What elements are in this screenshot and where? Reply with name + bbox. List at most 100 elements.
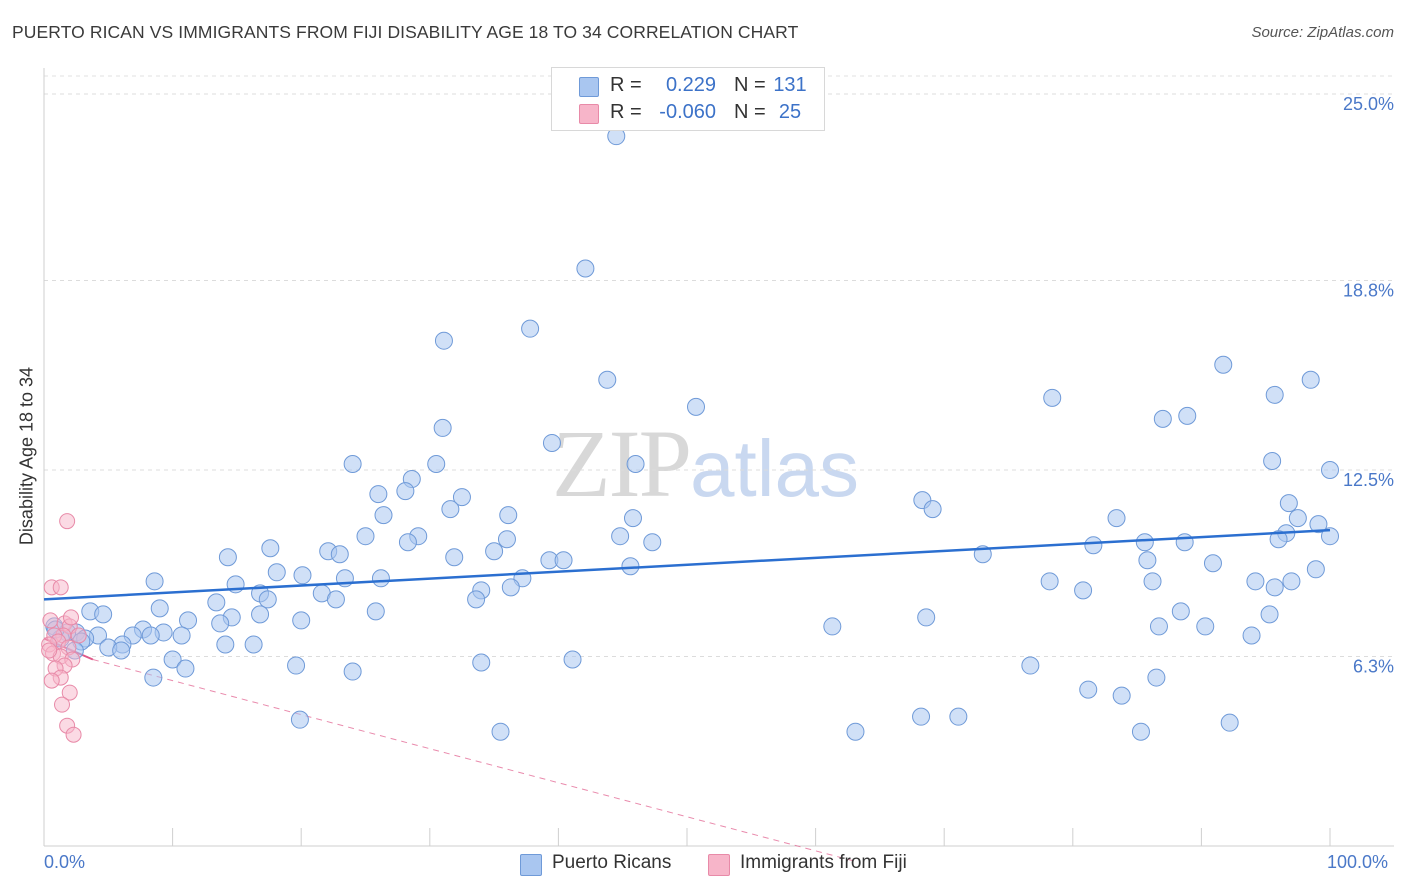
puerto-rican-point [1321,461,1339,480]
puerto-rican-point [467,590,486,609]
puerto-rican-point [485,542,504,561]
stats-n-label: N = [734,74,766,96]
correlation-stats-box: R = 0.229 N = 131 R = -0.060 N = 25 [551,67,825,131]
y-tick-label: 25.0% [1343,94,1394,114]
legend: Puerto Ricans Immigrants from Fiji [0,852,1406,878]
puerto-rican-point [343,455,362,474]
puerto-rican-point [1282,572,1301,591]
x-tick-label-max: 100.0% [1327,852,1389,872]
puerto-rican-point [623,509,642,528]
puerto-rican-point [643,533,662,552]
puerto-rican-point [179,611,198,630]
puerto-rican-point [176,659,195,678]
stats-r-label: R = [610,74,642,96]
fiji-trend-extension [92,659,855,862]
puerto-rican-point [330,545,349,564]
puerto-rican-point [501,578,520,597]
puerto-rican-trend [43,528,1331,601]
puerto-rican-point [611,527,630,546]
puerto-rican-point [1246,572,1265,591]
puerto-rican-point [542,433,561,452]
puerto-rican-point [293,566,312,585]
legend-swatch-blue [520,854,542,876]
stats-r-label: R = [610,101,642,123]
stats-swatch-pink [579,104,599,124]
y-tick-label: 6.3% [1353,657,1394,677]
watermark-atlas: atlas [690,424,859,513]
fiji-point [61,684,78,701]
puerto-rican-point [1214,355,1233,374]
puerto-rican-point [1079,680,1098,699]
puerto-rican-point [1112,686,1131,705]
puerto-rican-point [846,722,865,741]
stats-r-value: 0.229 [665,74,716,96]
puerto-rican-point [1178,406,1197,425]
puerto-rican-point [343,662,362,681]
puerto-rican-point [554,551,573,570]
puerto-rican-point [823,617,842,636]
fiji-point [63,609,80,626]
x-tick-label-min: 0.0% [44,852,86,872]
puerto-rican-point [150,599,169,618]
chart-title: PUERTO RICAN VS IMMIGRANTS FROM FIJI DIS… [12,22,799,42]
legend-swatch-pink [708,854,730,876]
y-tick-labels: 6.3% 12.5% 18.8% 25.0% [1343,94,1394,676]
puerto-rican-point [1196,617,1215,636]
puerto-rican-point [521,319,540,338]
puerto-rican-point [374,506,393,525]
puerto-rican-point [452,488,471,507]
puerto-rican-point [626,455,645,474]
puerto-rican-point [141,626,160,645]
puerto-rican-point [112,641,131,660]
legend-label: Immigrants from Fiji [740,852,907,873]
puerto-rican-point [396,482,415,501]
puerto-rican-point [1153,409,1172,428]
fiji-point [43,672,60,689]
puerto-rican-point [1265,578,1284,597]
puerto-rican-point [1021,656,1040,675]
watermark-zip: ZIP [552,410,692,517]
puerto-rican-point [1242,626,1261,645]
puerto-rican-point [1175,533,1194,552]
puerto-rican-point [1269,530,1288,549]
puerto-rican-point [1138,551,1157,570]
puerto-rican-point [1107,509,1126,528]
puerto-rican-point [1171,602,1190,621]
puerto-rican-point [949,707,968,726]
puerto-rican-point [1279,494,1298,513]
fiji-point [54,696,71,713]
stats-n-value: 131 [773,74,807,96]
puerto-rican-point [491,722,510,741]
puerto-rican-point [398,533,417,552]
puerto-rican-point [598,370,617,389]
stats-row-fiji: R = -0.060 N = 25 [552,101,824,127]
data-points [41,127,1339,743]
y-tick-label: 12.5% [1343,470,1394,490]
puerto-rican-point [1203,554,1222,573]
puerto-rican-point [371,569,390,588]
puerto-rican-point [917,608,936,627]
puerto-rican-point [912,707,931,726]
puerto-rican-point [1265,385,1284,404]
puerto-rican-point [1301,370,1320,389]
puerto-rican-point [499,506,518,525]
puerto-rican-point [366,602,385,621]
puerto-rican-point [687,397,706,416]
puerto-rican-point [292,611,311,630]
watermark: ZIPatlas [552,408,859,519]
puerto-rican-point [207,593,226,612]
puerto-rican-point [1263,452,1282,470]
puerto-rican-point [1309,515,1328,534]
puerto-rican-point [1084,536,1103,555]
stats-n-label: N = [734,101,766,123]
puerto-rican-point [287,656,306,675]
puerto-rican-point [145,572,164,591]
puerto-rican-point [216,635,235,654]
puerto-rican-point [258,590,277,609]
y-tick-label: 18.8% [1343,281,1394,301]
puerto-rican-point [445,548,464,567]
puerto-rican-point [1147,668,1166,687]
puerto-rican-point [163,650,182,669]
fiji-trend [43,637,855,862]
